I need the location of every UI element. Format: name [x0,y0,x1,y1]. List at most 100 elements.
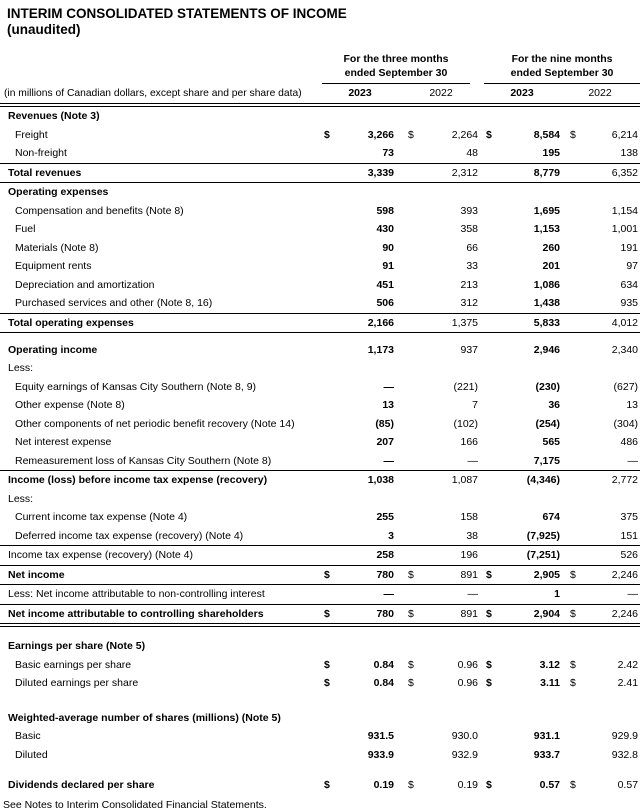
currency-symbol [406,709,424,728]
value-cell: 0.96 [457,677,479,689]
value-cell: 6,214 [611,128,639,141]
currency-symbol [484,415,502,434]
row-label: Other expense (Note 8) [15,399,125,411]
row-label: Freight [15,128,48,141]
currency-symbol [568,144,587,164]
table-row: Current income tax expense (Note 4) 255 15… [0,508,640,527]
table-body: Revenues (Note 3) Freight $3,266 $2,264 $8,5… [0,105,640,795]
currency-symbol [484,105,502,126]
table-row: Materials (Note 8) 90 66 260 191 [0,239,640,258]
value-cell: 1,154 [611,204,639,217]
table-row: Less: [0,490,640,509]
row-label: Materials (Note 8) [15,241,99,254]
table-row: Dividends declared per share $0.19 $0.19 $0… [0,776,640,795]
currency-symbol [322,584,340,605]
value-cell: 48 [424,144,485,164]
value-cell: 2,946 [533,343,561,356]
value-cell: 932.9 [451,748,479,761]
currency-symbol [484,239,502,258]
value-cell: 1,173 [367,343,394,356]
value-cell [340,490,406,509]
value-cell [424,490,484,509]
row-spacer [0,625,640,637]
row-label: Current income tax expense (Note 4) [15,511,188,523]
currency-symbol: $ [570,128,576,141]
value-cell: 36 [548,399,561,411]
currency-symbol: $ [570,658,576,671]
currency-symbol [322,490,340,509]
table-row: Purchased services and other (Note 8, 16… [0,294,640,314]
currency-symbol [568,202,586,221]
currency-symbol [406,144,424,164]
income-statement-table: For the three months ended September 30 … [0,46,640,795]
value-cell [502,359,568,378]
currency-symbol [322,415,340,434]
group-line2: ended September 30 [344,67,448,79]
currency-symbol: $ [486,779,492,791]
currency-symbol [406,637,424,656]
value-cell: — [586,451,640,471]
value-cell: 1,153 [533,223,561,235]
value-cell: 565 [542,436,561,448]
row-label: Remeasurement loss of Kansas City Southe… [0,451,322,471]
table-row: Remeasurement loss of Kansas City Southe… [0,451,640,471]
value-cell: 90 [382,241,394,254]
row-label: Earnings per share (Note 5) [8,640,146,652]
currency-symbol [406,433,424,452]
row-label: Net income attributable to controlling s… [0,604,322,627]
currency-symbol [406,415,424,434]
value-cell: (7,925) [502,526,569,546]
currency-symbol: $ [408,658,414,671]
value-cell: 13 [626,399,639,411]
table-row: Income tax expense (recovery) (Note 4) 25… [0,545,640,566]
row-label: Basic [15,730,41,742]
currency-symbol: $ [324,658,330,671]
row-label: Diluted [15,748,48,761]
row-label: Less: [8,362,34,374]
value-cell: 2.41 [617,677,639,689]
value-cell [502,637,568,656]
currency-symbol [406,526,424,546]
currency-symbol [406,183,424,202]
group-line1: For the three months [343,53,449,65]
value-cell: (85) [375,417,394,430]
value-cell: 0.57 [539,779,561,791]
value-cell: 930.0 [451,730,479,742]
currency-symbol: $ [486,128,492,141]
value-cell: 66 [466,241,479,254]
table-row: Freight $3,266 $2,264 $8,584 $6,214 [0,126,640,145]
table-row: Other components of net periodic benefit… [0,415,640,434]
value-cell: 0.19 [457,779,479,791]
value-cell: 891 [424,565,485,585]
value-cell: 358 [460,223,479,235]
row-label: Less: Net income attributable to non-con… [0,584,322,605]
currency-symbol [484,294,503,314]
table-header: For the three months ended September 30 … [0,46,640,107]
currency-symbol [484,396,502,415]
row-label: Non-freight [0,144,322,164]
currency-symbol [406,727,424,746]
currency-symbol [568,105,586,126]
row-label: Equipment rents [15,260,92,272]
value-cell [502,490,568,509]
table-row: Income (loss) before income tax expense … [0,471,640,490]
currency-symbol [322,183,340,202]
row-label: Basic earnings per share [15,658,132,671]
column-group-nine-months: For the nine months ended September 30 [484,46,640,84]
value-cell: 935 [586,294,640,314]
currency-symbol [322,746,340,765]
value-cell: (254) [535,417,561,430]
value-cell [424,709,484,728]
see-notes-text: See Notes to Interim Consolidated Financ… [3,798,267,810]
row-label: Equity earnings of Kansas City Southern … [15,380,257,393]
table-row: Diluted earnings per share $0.84 $0.96 $3.1… [0,674,640,693]
value-cell: 8,779 [502,163,569,183]
currency-symbol [484,433,502,452]
value-cell [586,183,640,202]
row-label: Other components of net periodic benefit… [15,417,295,430]
currency-symbol [568,584,587,605]
value-cell: 0.96 [457,658,479,671]
value-cell: 780 [340,565,406,585]
currency-symbol [322,144,340,164]
value-cell: 2,246 [586,604,640,627]
